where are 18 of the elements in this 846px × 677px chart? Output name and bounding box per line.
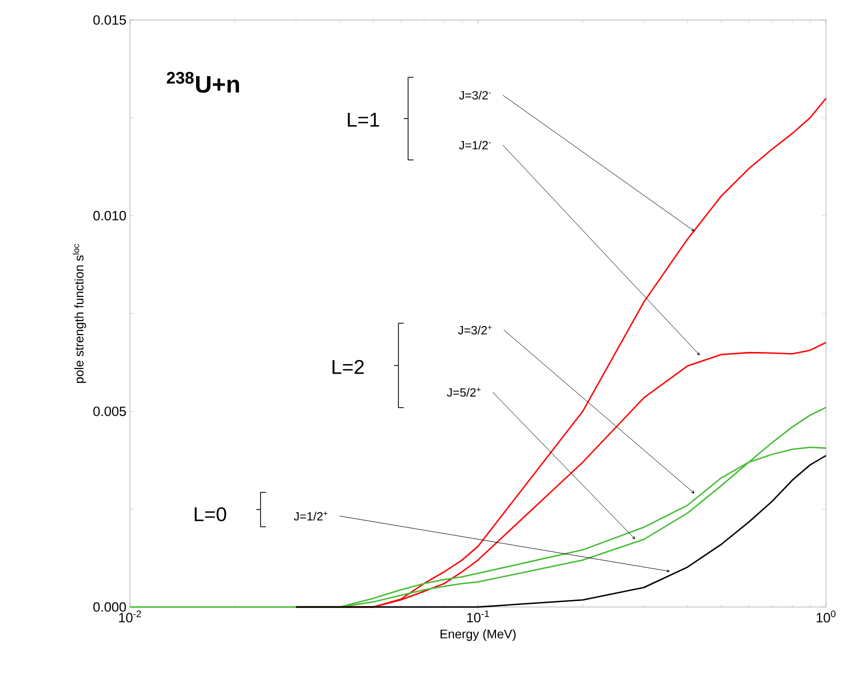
x-axis-title: Energy (MeV) xyxy=(440,629,516,641)
annotation: J=5/2$^{+}$ xyxy=(446,388,481,397)
annotation: L=0 xyxy=(194,507,226,522)
x-tick-label: 10$^{-2}$ xyxy=(119,610,141,622)
y-axis-title: pole strength function s$^{loc}$ xyxy=(72,244,86,383)
annotation: L=2 xyxy=(332,360,364,374)
annotation: J=1/2$^{+}$ xyxy=(294,511,328,521)
x-tick-label: 10$^{-1}$ xyxy=(467,610,489,622)
annotation: J=3/2$^{-}$ xyxy=(459,90,491,100)
annotation: L=1 xyxy=(348,112,380,127)
annotation: J=3/2$^{+}$ xyxy=(458,325,492,334)
annotation: J=1/2$^{-}$ xyxy=(459,140,491,150)
y-tick-label: 0.005 xyxy=(93,406,126,416)
x-tick-label: 10$^{0}$ xyxy=(816,610,836,622)
text: $^{238}$U+n xyxy=(166,72,239,93)
y-tick-label: 0.015 xyxy=(93,15,126,25)
y-tick-label: 0.000 xyxy=(93,602,126,612)
y-tick-label: 0.010 xyxy=(93,210,126,220)
